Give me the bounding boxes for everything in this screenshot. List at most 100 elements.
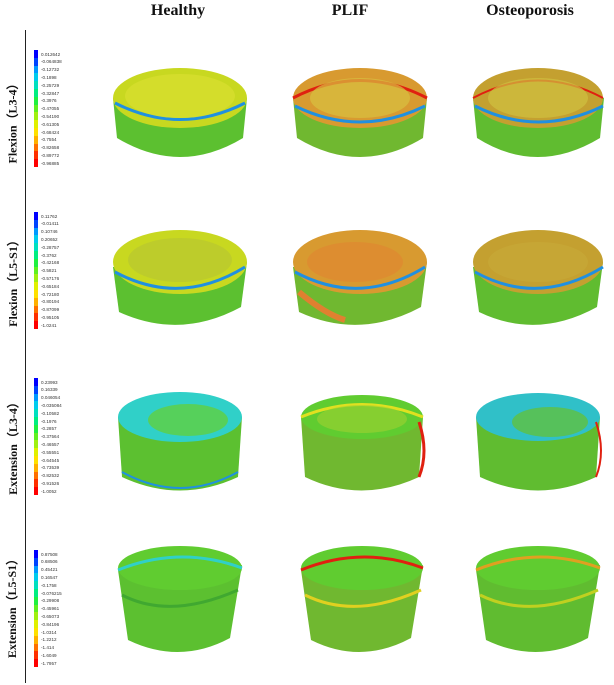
disc-plif-extension-l5-s1	[300, 546, 424, 653]
legend-entry: -0.73539	[34, 463, 60, 472]
legend-value: -1.2212	[41, 637, 57, 643]
legend-value: -0.64545	[41, 457, 60, 463]
legend-swatch	[34, 424, 38, 433]
legend-swatch	[34, 290, 38, 298]
legend-entry: -0.45961	[34, 604, 60, 613]
legend-entry: -0.076215	[34, 589, 62, 597]
legend-entry: -1.0052	[34, 487, 57, 496]
legend-value: -1.7957	[41, 660, 57, 666]
legend-swatch	[34, 104, 38, 113]
legend-swatch	[34, 73, 38, 82]
disc-osteoporosis-flexion-l3-4	[472, 68, 604, 157]
legend-entry: 0.45421	[34, 565, 58, 574]
legend-value: 0.68506	[41, 559, 58, 565]
row-label-extension-l5-s1: Extension（L5-S1）	[5, 552, 20, 658]
row-label-extension-l3-4: Extension（L3-4）	[5, 395, 20, 495]
legend-value: -0.10582	[41, 410, 60, 416]
legend-swatch	[34, 112, 38, 121]
legend-entry: -0.064838	[34, 57, 62, 66]
legend-swatch	[34, 651, 38, 660]
legend-entry: -0.91526	[34, 479, 59, 488]
legend-entry: -0.2857	[34, 424, 57, 433]
legend-entry: -0.29908	[34, 596, 60, 605]
legend-entry: -0.54190	[34, 112, 59, 121]
legend-swatch	[34, 120, 38, 129]
legend-swatch	[34, 151, 38, 160]
legend-swatch	[34, 487, 38, 496]
legend-swatch	[34, 456, 38, 464]
legend-swatch	[34, 143, 38, 152]
legend-swatch	[34, 251, 38, 259]
legend-swatch	[34, 635, 38, 644]
legend-value: -0.73539	[41, 465, 60, 471]
legend-value: -0.7554	[41, 137, 57, 143]
legend-swatch	[34, 50, 38, 58]
disc-osteoporosis-flexion-l5-s1	[473, 230, 604, 325]
disc-plif-flexion-l5-s1	[293, 230, 427, 325]
legend-value: -0.89772	[41, 152, 60, 158]
legend-value: -0.42168	[41, 260, 60, 266]
legend-swatch	[34, 417, 38, 425]
legend-value: -0.82658	[41, 145, 60, 151]
disc-healthy-flexion-l3-4	[113, 68, 247, 157]
legend-swatch	[34, 573, 38, 582]
legend-entry: -0.57176	[34, 274, 60, 283]
legend-entry: -0.25729	[34, 81, 59, 90]
legend-swatch	[34, 589, 38, 597]
legend-value: -0.035084	[41, 402, 62, 408]
legend-value: -0.1976	[41, 418, 57, 424]
legend-value: -0.3976	[41, 98, 57, 104]
legend-value: -0.064838	[41, 59, 62, 65]
legend-value: -0.80194	[41, 299, 60, 305]
legend-value: -0.61305	[41, 121, 60, 127]
legend-value: -0.45961	[41, 606, 60, 612]
column-header-healthy: Healthy	[150, 2, 206, 19]
legend-swatch	[34, 659, 38, 668]
legend-entry: -1.414	[34, 643, 54, 652]
legend-swatch	[34, 65, 38, 74]
legend-entry: -0.28757	[34, 243, 59, 252]
legend-entry: -0.68424	[34, 128, 59, 136]
legend-swatch	[34, 565, 38, 574]
legend-entry: -0.10582	[34, 409, 60, 418]
legend-entry: -0.87099	[34, 305, 59, 314]
legend-swatch	[34, 479, 38, 488]
legend-value: -0.72180	[41, 291, 60, 297]
legend-value: -0.65073	[41, 613, 60, 619]
legend-entry: 0.11762	[34, 212, 57, 220]
legend-entry: -0.72180	[34, 290, 59, 298]
disc-healthy-extension-l3-4	[118, 392, 242, 491]
legend-swatch	[34, 385, 38, 394]
legend-swatch	[34, 297, 38, 306]
legend-swatch	[34, 258, 38, 267]
legend-swatch	[34, 81, 38, 90]
legend-value: -0.96885	[41, 160, 60, 166]
legend-value: -0.57176	[41, 275, 60, 281]
legend-value: -0.55551	[41, 449, 60, 455]
legend-swatch	[34, 448, 38, 457]
legend-value: -1.6049	[41, 652, 57, 658]
legend-entry: -0.61305	[34, 120, 60, 129]
legend-swatch	[34, 274, 38, 283]
legend-entry: -1.6049	[34, 651, 57, 660]
legend-swatch	[34, 212, 38, 220]
legend-swatch	[34, 620, 38, 629]
legend-swatch	[34, 432, 38, 441]
legend-entry: 0.10746	[34, 227, 58, 236]
legend-swatch	[34, 463, 38, 472]
legend-value: 0.16339	[41, 387, 58, 393]
legend-entry: 0.20652	[34, 235, 58, 244]
legend-entry: -0.42168	[34, 258, 60, 267]
legend-swatch	[34, 596, 38, 605]
legend-entry: 0.046054	[34, 393, 60, 402]
disc-plif-extension-l3-4	[300, 395, 426, 491]
legend-entry: -1.2212	[34, 635, 57, 644]
legend-swatch	[34, 219, 38, 228]
legend-entry: -0.96885	[34, 159, 60, 168]
legend-entry: -0.80194	[34, 297, 60, 306]
legend-entry: -0.3762	[34, 251, 57, 259]
legend-entry: -0.7554	[34, 135, 57, 144]
legend-swatch	[34, 604, 38, 613]
legend-swatch	[34, 282, 38, 291]
legend-value: -0.29908	[41, 598, 60, 604]
